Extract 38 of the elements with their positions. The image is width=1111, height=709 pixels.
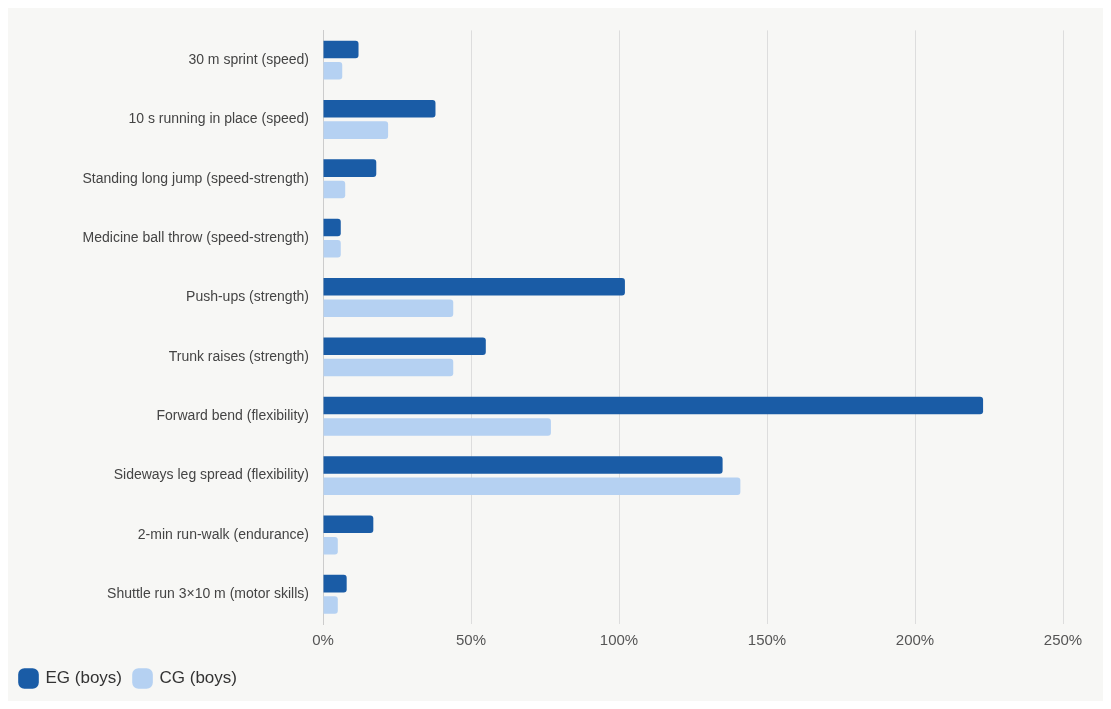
bar xyxy=(323,418,551,436)
y-tick-label: Shuttle run 3×10 m (motor skills) xyxy=(107,585,309,602)
bar xyxy=(323,180,346,199)
bar xyxy=(323,536,338,555)
y-tick-label: 10 s running in place (speed) xyxy=(128,110,309,127)
bar xyxy=(323,456,723,474)
bar xyxy=(323,396,984,415)
y-tick-label: Push-ups (strength) xyxy=(186,288,309,305)
bar xyxy=(323,240,341,258)
bar xyxy=(323,299,454,317)
bar xyxy=(323,278,625,296)
y-tick-label: Forward bend (flexibility) xyxy=(156,407,309,424)
x-tick-label: 50% xyxy=(455,631,487,649)
bar xyxy=(323,574,347,593)
y-tick-label: Trunk raises (strength) xyxy=(168,347,309,364)
bar xyxy=(323,218,341,237)
legend-label: CG (boys) xyxy=(159,668,237,688)
bar xyxy=(323,515,374,534)
bar xyxy=(323,99,436,118)
bar xyxy=(323,40,359,59)
x-tick-label: 150% xyxy=(747,631,787,649)
bar xyxy=(323,596,338,614)
y-tick-label: Medicine ball throw (speed-strength) xyxy=(82,229,309,246)
legend-label: EG (boys) xyxy=(45,668,123,688)
x-tick-label: 250% xyxy=(1043,631,1083,649)
bar xyxy=(323,337,486,355)
y-tick-label: Standing long jump (speed-strength) xyxy=(82,169,309,186)
bar xyxy=(323,121,389,139)
y-tick-label: 2-min run-walk (endurance) xyxy=(137,525,309,542)
x-tick-label: 0% xyxy=(312,631,334,649)
bar xyxy=(323,159,377,177)
y-tick-label: 30 m sprint (speed) xyxy=(188,50,309,67)
x-tick-label: 100% xyxy=(599,631,639,649)
x-tick-label: 200% xyxy=(895,631,935,649)
bar xyxy=(323,477,741,496)
y-tick-label: Sideways leg spread (flexibility) xyxy=(113,466,309,483)
bar xyxy=(323,358,454,377)
bar xyxy=(323,62,343,80)
